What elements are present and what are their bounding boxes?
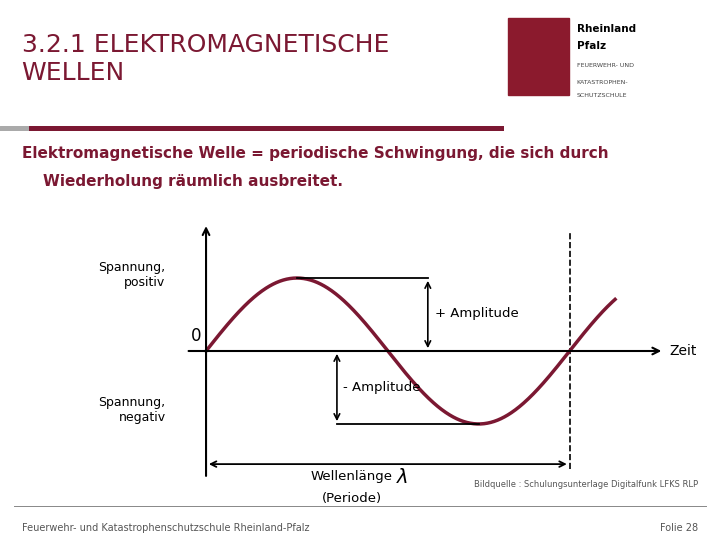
- Text: SCHUTZSCHULE: SCHUTZSCHULE: [577, 93, 627, 98]
- Text: KATASTROPHEN-: KATASTROPHEN-: [577, 80, 629, 85]
- Text: Elektromagnetische Welle = periodische Schwingung, die sich durch: Elektromagnetische Welle = periodische S…: [22, 145, 608, 160]
- Text: Pfalz: Pfalz: [577, 40, 606, 51]
- Text: Spannung,
negativ: Spannung, negativ: [99, 396, 166, 424]
- Text: Wellenlänge: Wellenlänge: [310, 470, 392, 483]
- Text: λ: λ: [397, 468, 408, 487]
- Text: + Amplitude: + Amplitude: [435, 307, 518, 320]
- Text: Bildquelle : Schulungsunterlage Digitalfunk LFKS RLP: Bildquelle : Schulungsunterlage Digitalf…: [474, 480, 698, 489]
- Text: Folie 28: Folie 28: [660, 523, 698, 533]
- Text: - Amplitude: - Amplitude: [343, 381, 420, 394]
- Text: FEUERWEHR- UND: FEUERWEHR- UND: [577, 63, 634, 69]
- Text: (Periode): (Periode): [321, 492, 382, 505]
- Bar: [508, 18, 569, 95]
- Text: 3.2.1 ELEKTROMAGNETISCHE
WELLEN: 3.2.1 ELEKTROMAGNETISCHE WELLEN: [22, 33, 389, 85]
- Text: 0: 0: [191, 327, 202, 345]
- Text: Wiederholung räumlich ausbreitet.: Wiederholung räumlich ausbreitet.: [22, 174, 343, 188]
- Text: Rheinland: Rheinland: [577, 24, 636, 34]
- Text: Spannung,
positiv: Spannung, positiv: [99, 261, 166, 289]
- Text: Feuerwehr- und Katastrophenschutzschule Rheinland-Pfalz: Feuerwehr- und Katastrophenschutzschule …: [22, 523, 309, 533]
- Text: Zeit: Zeit: [670, 344, 697, 358]
